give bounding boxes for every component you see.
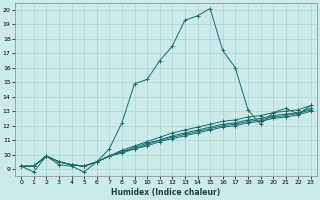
X-axis label: Humidex (Indice chaleur): Humidex (Indice chaleur)	[111, 188, 221, 197]
